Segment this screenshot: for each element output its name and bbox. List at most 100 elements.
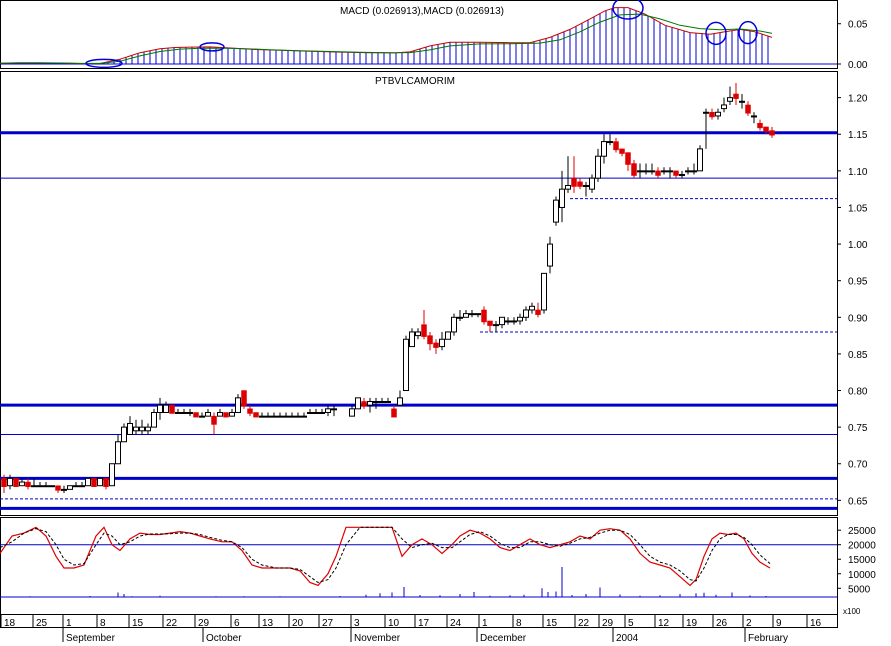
- price-y-tick-label: 1.15: [848, 130, 868, 141]
- candle-body-up: [229, 411, 235, 417]
- candle-body-up: [31, 485, 37, 488]
- price-y-tick-label: 0.70: [848, 460, 868, 471]
- candle-body-up: [589, 177, 595, 190]
- candle-body-up: [457, 316, 463, 319]
- candle-body-down: [421, 324, 427, 337]
- candle-body-down: [535, 309, 541, 315]
- candle-body-down: [763, 126, 769, 132]
- candle-body-up: [601, 141, 607, 157]
- candle-body-down: [55, 485, 61, 491]
- candle-body-up: [637, 170, 643, 173]
- candle-body-up: [721, 104, 727, 110]
- macd-title: MACD (0.026913),MACD (0.026913): [340, 6, 504, 17]
- month-label: September: [66, 633, 116, 644]
- month-labels: September October November December 2004 Febr…: [62, 628, 788, 644]
- candle-body-up: [547, 243, 553, 267]
- price-y-tick-label: 0.90: [848, 313, 868, 324]
- day-label: 19: [686, 618, 698, 629]
- candle-body-up: [451, 316, 457, 333]
- stochastic-y-axis: 5000 10000 15000 20000 25000: [837, 526, 876, 595]
- candle-body-up: [517, 316, 523, 322]
- candle-body-up: [265, 415, 271, 418]
- candle-body-up: [49, 485, 55, 488]
- day-label: 9: [776, 618, 782, 629]
- candle-body-up: [439, 338, 445, 348]
- candle-body-up: [643, 170, 649, 173]
- candle-body-down: [709, 112, 715, 118]
- day-label: 1: [66, 618, 72, 629]
- candle-body-down: [757, 123, 763, 129]
- price-panel: PTBVLCAMORIM 0.65 0.70 0.75 0.80 0.85 0.90 0.9…: [0, 76, 868, 510]
- month-label: October: [206, 633, 242, 644]
- candle-body-up: [493, 324, 499, 327]
- candle-body-up: [199, 415, 205, 418]
- date-axis: 18 25 1 8 15 22 29 6 13 20 27 3 10 17 24 1 8 15 22 29 5 12 19 2…: [0, 615, 822, 644]
- price-title: PTBVLCAMORIM: [375, 76, 455, 87]
- highlight-ellipse: [85, 58, 123, 69]
- candle-body-up: [307, 411, 313, 414]
- candle-body-up: [295, 415, 301, 418]
- price-y-tick-label: 0.80: [848, 387, 868, 398]
- candle-body-up: [235, 397, 241, 413]
- candle-body-up: [151, 411, 157, 428]
- candle-body-up: [469, 313, 475, 316]
- macd-highlights: [85, 0, 758, 69]
- price-y-axis: 0.65 0.70 0.75 0.80 0.85 0.90 0.95 1.00 1.05 1.10…: [837, 94, 868, 507]
- candle-body-up: [7, 477, 13, 487]
- macd-y-tick-label: 0.00: [848, 60, 868, 71]
- candle-body-up: [127, 422, 133, 435]
- candle-body-up: [349, 408, 355, 417]
- stochastic-y-tick-label: 25000: [848, 526, 876, 537]
- highlight-ellipse: [738, 20, 758, 45]
- support-resistance-lines: [0, 131, 837, 510]
- candle-body-up: [217, 411, 223, 417]
- candle-body-up: [559, 188, 565, 208]
- stochastic-k-line: [0, 526, 771, 587]
- candle-body-up: [133, 426, 139, 432]
- macd-y-axis: 0.00 0.05: [837, 20, 868, 71]
- day-label: 2: [746, 618, 752, 629]
- candle-body-up: [259, 415, 265, 418]
- day-label: 15: [132, 618, 144, 629]
- candlesticks: [1, 82, 775, 494]
- candle-body-up: [319, 411, 325, 414]
- candle-body-up: [367, 401, 373, 406]
- panel-frames: [0, 0, 838, 628]
- candle-body-up: [703, 111, 709, 114]
- candle-body-down: [253, 412, 259, 418]
- candle-body-up: [67, 485, 73, 490]
- candle-body-up: [313, 411, 319, 414]
- month-label: November: [354, 633, 401, 644]
- candle-body-down: [577, 181, 583, 187]
- candle-body-up: [109, 463, 115, 487]
- candle-body-down: [427, 335, 433, 345]
- candle-body-up: [61, 488, 67, 491]
- candle-body-up: [145, 426, 151, 432]
- stochastic-y-tick-label: 15000: [848, 555, 876, 566]
- candle-body-up: [679, 174, 685, 177]
- candle-body-down: [625, 152, 631, 165]
- day-labels: 18 25 1 8 15 22 29 6 13 20 27 3 10 17 24 1 8 15 22 29 5 12 19 2…: [0, 615, 822, 629]
- day-label: 26: [716, 618, 728, 629]
- highlight-ellipse: [705, 21, 727, 46]
- day-label: 15: [546, 618, 558, 629]
- candle-body-down: [103, 478, 109, 487]
- candle-body-up: [649, 170, 655, 173]
- candle-body-up: [283, 415, 289, 418]
- candle-body-up: [511, 320, 517, 323]
- candle-body-down: [13, 478, 19, 487]
- candle-body-up: [205, 411, 211, 417]
- candle-body-up: [685, 170, 691, 173]
- candle-body-up: [181, 411, 187, 414]
- candle-body-up: [355, 397, 361, 410]
- candle-body-up: [385, 401, 391, 404]
- candle-body-up: [727, 97, 733, 102]
- price-y-tick-label: 0.75: [848, 423, 868, 434]
- candle-body-up: [565, 184, 571, 190]
- price-y-tick-label: 0.95: [848, 277, 868, 288]
- candle-body-up: [697, 148, 703, 172]
- day-label: 1: [482, 618, 488, 629]
- candle-body-down: [571, 177, 577, 187]
- candle-body-up: [397, 397, 403, 406]
- day-label: 29: [198, 618, 210, 629]
